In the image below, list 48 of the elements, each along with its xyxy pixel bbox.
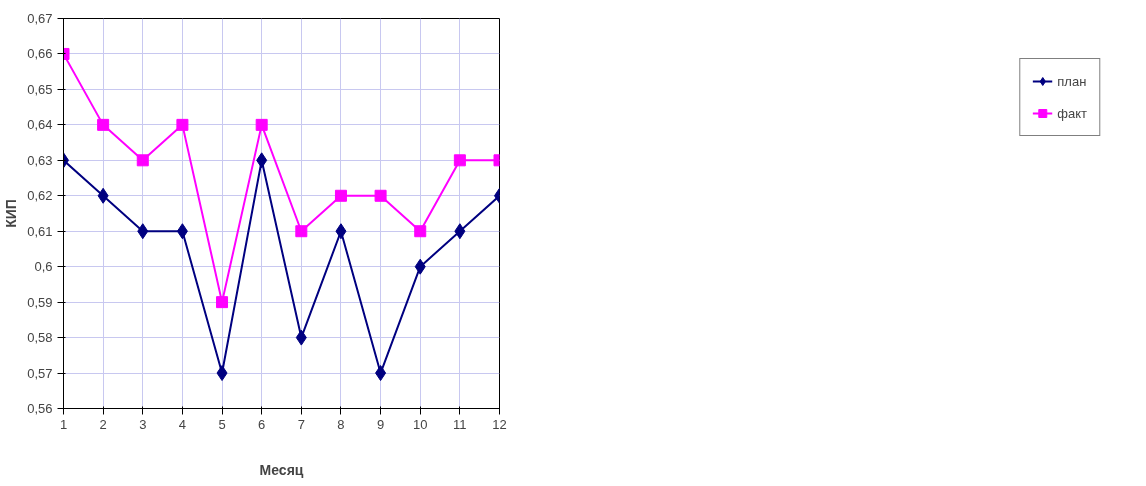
point (335, 223, 347, 240)
x-tick-label: 3 (139, 416, 147, 432)
point (414, 258, 426, 275)
legend-label: план (1057, 73, 1087, 89)
x-tick-label: 9 (376, 416, 385, 432)
point (216, 296, 229, 309)
point (255, 118, 268, 131)
y-tick-label: 0,56 (27, 401, 53, 416)
y-tick-label: 0,61 (27, 223, 53, 239)
x-tick-label: 1 (59, 416, 68, 432)
x-tick-label: 6 (258, 416, 266, 432)
y-tick-label: 0,59 (27, 294, 53, 310)
x-tick-label: 11 (453, 416, 467, 432)
x-tick-label: 10 (413, 416, 428, 432)
x-tick-label: 7 (297, 416, 305, 432)
x-tick-label: 4 (178, 416, 187, 432)
point (256, 152, 268, 169)
point (176, 118, 189, 131)
point (97, 118, 110, 131)
x-tick-label: 12 (492, 416, 507, 432)
y-tick-label: 0,64 (27, 117, 53, 133)
x-tick-label: 8 (337, 416, 345, 432)
point (334, 189, 347, 202)
x-axis-title: Месяц (259, 461, 304, 478)
point (414, 225, 427, 238)
y-tick-label: 0,57 (27, 365, 53, 381)
point (453, 154, 466, 167)
point (295, 225, 308, 238)
legend-label: факт (1057, 105, 1087, 121)
x-tick-label: 2 (99, 416, 107, 432)
point (137, 223, 149, 240)
point (176, 223, 188, 240)
y-tick-label: 0,58 (27, 330, 53, 346)
y-tick-label: 0,66 (27, 46, 53, 62)
x-tick-label: 5 (218, 416, 226, 432)
y-tick-label: 0,65 (27, 81, 53, 97)
point (97, 187, 109, 204)
y-tick-label: 0,6 (34, 259, 53, 275)
y-tick-label: 0,62 (27, 188, 53, 204)
point (454, 223, 466, 240)
point (136, 154, 149, 167)
y-tick-label: 0,63 (27, 152, 53, 168)
y-tick-label: 0,67 (27, 11, 53, 26)
point (295, 329, 307, 346)
point (216, 365, 228, 382)
point (375, 365, 387, 382)
y-axis-title: КИП (3, 199, 20, 228)
point (374, 189, 387, 202)
